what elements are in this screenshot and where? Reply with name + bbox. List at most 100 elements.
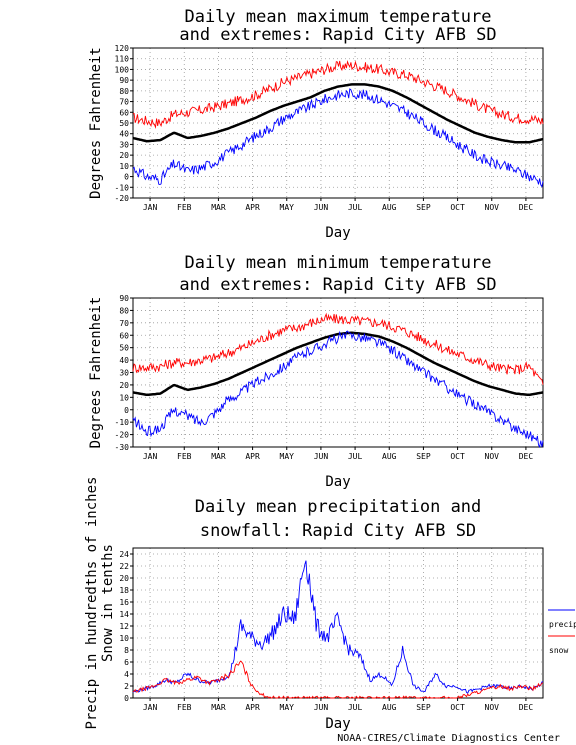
x-tick-label: FEB (177, 703, 192, 712)
x-tick-label: NOV (485, 203, 500, 212)
x-tick-label: FEB (177, 203, 192, 212)
y-tick-label: 14 (119, 610, 129, 619)
x-axis-label: Day (325, 716, 350, 732)
x-tick-label: APR (245, 203, 260, 212)
x-tick-label: FEB (177, 452, 192, 461)
x-tick-label: JUL (348, 452, 363, 461)
x-tick-label: SEP (416, 452, 431, 461)
x-tick-label: MAY (280, 703, 295, 712)
y-tick-label: -10 (115, 183, 130, 192)
y-tick-label: 24 (119, 550, 129, 559)
x-tick-label: DEC (519, 703, 534, 712)
y-tick-label: 22 (119, 562, 129, 571)
y-tick-label: 100 (115, 65, 130, 74)
x-tick-label: AUG (382, 703, 397, 712)
x-tick-label: JUN (314, 703, 329, 712)
y-tick-label: 40 (119, 130, 129, 139)
y-tick-label: 50 (119, 344, 129, 353)
y-tick-label: 20 (119, 574, 129, 583)
x-tick-label: JUN (314, 203, 329, 212)
y-tick-label: 60 (119, 108, 129, 117)
y-tick-label: 4 (124, 670, 129, 679)
chart-title-line: and extremes: Rapid City AFB SD (179, 25, 496, 45)
y-tick-label: 30 (119, 369, 129, 378)
credit-text: NOAA-CIRES/Climate Diagnostics Center (337, 733, 560, 744)
x-tick-label: NOV (485, 452, 500, 461)
y-tick-label: 16 (119, 598, 129, 607)
y-tick-label: 60 (119, 331, 129, 340)
y-tick-label: -20 (115, 194, 130, 203)
y-tick-label: 70 (119, 319, 129, 328)
series-2-line (132, 330, 544, 449)
plot-frame (132, 547, 544, 699)
precip-line (132, 560, 544, 695)
y-tick-label: 0 (124, 173, 129, 182)
x-tick-label: MAY (280, 452, 295, 461)
y-tick-label: 12 (119, 622, 129, 631)
y-tick-label: 20 (119, 151, 129, 160)
x-tick-label: MAR (211, 203, 226, 212)
x-tick-label: SEP (416, 703, 431, 712)
y-axis-label-line: Precip in hundredths of inches (84, 477, 100, 730)
y-tick-label: 120 (115, 44, 130, 53)
x-tick-label: OCT (450, 203, 465, 212)
y-tick-label: 10 (119, 634, 129, 643)
y-axis-label: Degrees Fahrenheit (88, 47, 104, 199)
y-tick-label: 0 (124, 694, 129, 703)
snow-line (132, 660, 544, 699)
y-axis-label: Degrees Fahrenheit (88, 297, 104, 449)
x-axis-label: Day (325, 474, 350, 490)
x-tick-label: NOV (485, 703, 500, 712)
chart-title-line: and extremes: Rapid City AFB SD (179, 275, 496, 295)
y-tick-label: 80 (119, 306, 129, 315)
x-tick-label: MAR (211, 703, 226, 712)
y-tick-label: 0 (124, 406, 129, 415)
y-tick-label: 20 (119, 381, 129, 390)
x-tick-label: JAN (143, 452, 158, 461)
y-tick-label: 90 (119, 76, 129, 85)
y-tick-label: 2 (124, 682, 129, 691)
y-tick-label: -10 (115, 418, 130, 427)
x-tick-label: DEC (519, 452, 534, 461)
y-tick-label: 10 (119, 162, 129, 171)
x-tick-label: JUN (314, 452, 329, 461)
y-tick-label: 80 (119, 87, 129, 96)
x-tick-label: DEC (519, 203, 534, 212)
y-tick-label: 30 (119, 140, 129, 149)
y-axis-label-line: Snow in tenths (100, 544, 116, 662)
series-0-line (132, 59, 544, 129)
y-tick-label: 110 (115, 55, 130, 64)
y-tick-label: 10 (119, 393, 129, 402)
y-tick-label: -30 (115, 443, 130, 452)
y-tick-label: 90 (119, 294, 129, 303)
x-tick-label: JUL (348, 703, 363, 712)
x-tick-label: OCT (450, 703, 465, 712)
x-tick-label: AUG (382, 452, 397, 461)
y-tick-label: 40 (119, 356, 129, 365)
y-tick-label: 18 (119, 586, 129, 595)
series-0-line (132, 312, 544, 385)
y-tick-label: 6 (124, 658, 129, 667)
x-tick-label: APR (245, 703, 260, 712)
x-tick-label: OCT (450, 452, 465, 461)
chart-title-line: Daily mean minimum temperature (184, 253, 491, 273)
x-tick-label: APR (245, 452, 260, 461)
chart-title-line: Daily mean precipitation and (195, 497, 482, 517)
x-tick-label: JAN (143, 203, 158, 212)
x-tick-label: MAR (211, 452, 226, 461)
series-1-line (132, 331, 544, 397)
y-tick-label: 8 (124, 646, 129, 655)
y-tick-label: 50 (119, 119, 129, 128)
x-tick-label: SEP (416, 203, 431, 212)
legend-label-precip: precip (549, 620, 576, 629)
precipitation-snowfall-chart: Daily mean precipitation and snowfall: Ra… (84, 477, 576, 732)
x-tick-label: JAN (143, 703, 158, 712)
y-tick-label: 70 (119, 98, 129, 107)
series-2-line (132, 88, 544, 188)
series-1-line (132, 83, 544, 144)
chart-title-line: snowfall: Rapid City AFB SD (200, 521, 476, 541)
x-axis-label: Day (325, 225, 350, 241)
